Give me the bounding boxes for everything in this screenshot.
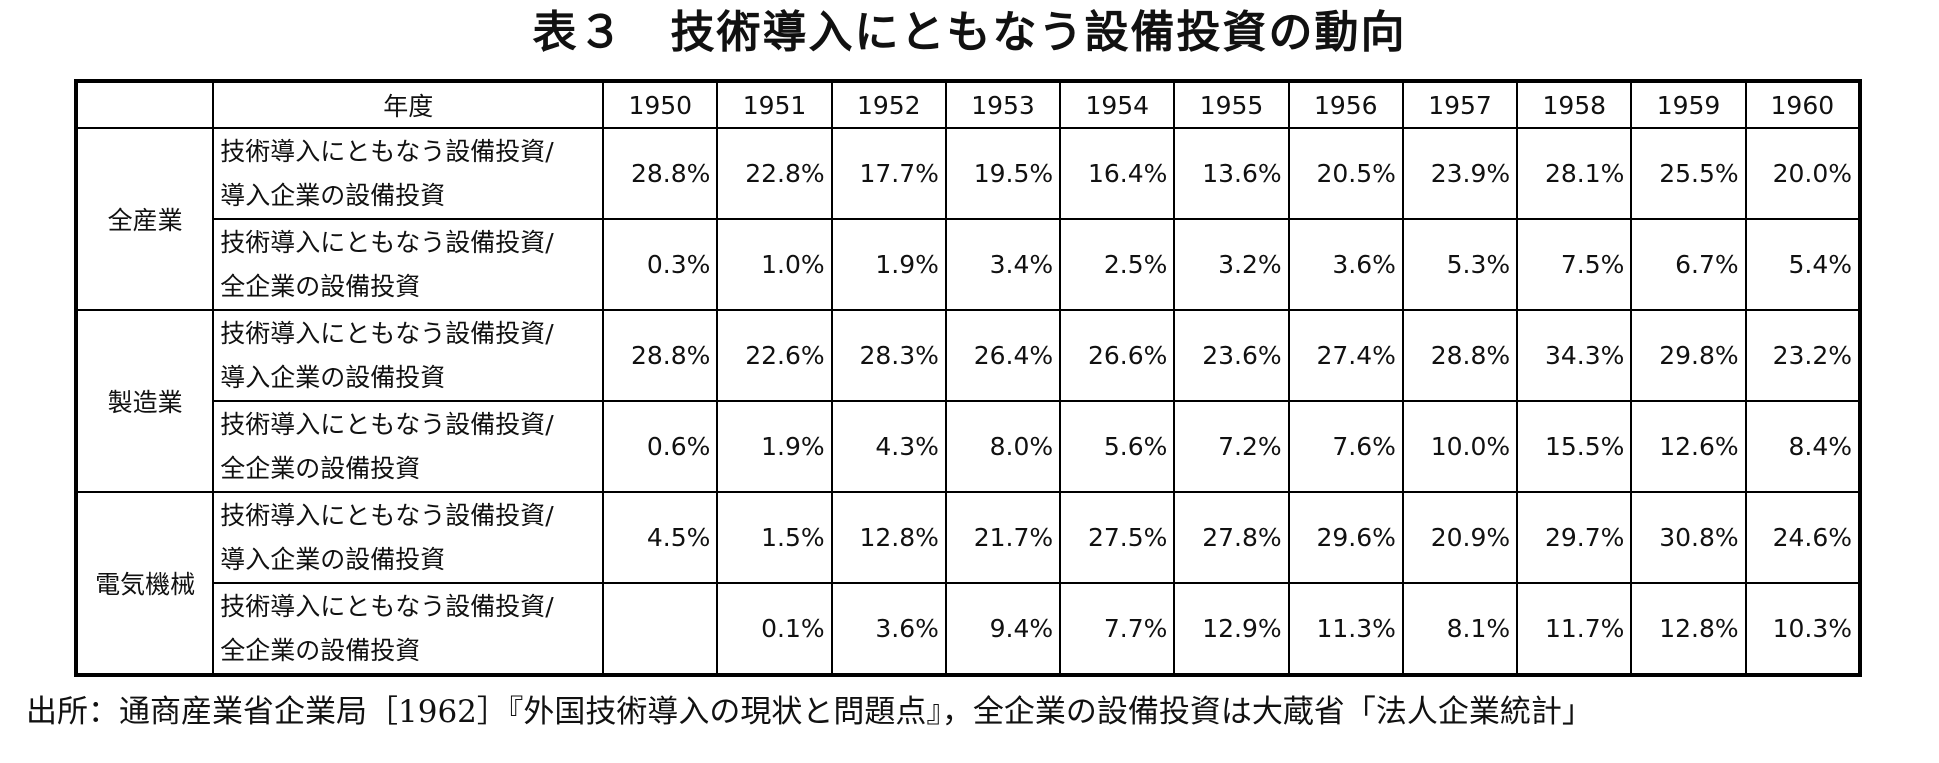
value-cell: 11.3% [1287,582,1404,676]
table-row: 電気機械 技術導入にともなう設備投資/ 導入企業の設備投資 4.5% 1.5% … [74,491,1862,676]
value-cell: 5.3% [1401,218,1519,311]
value-cell: 29.6% [1287,491,1404,584]
value-cell: 3.2% [1173,218,1290,311]
value-cell: 3.6% [830,582,947,676]
value-cell: 10.0% [1401,400,1519,493]
value-cell: 23.9% [1401,127,1519,220]
value-cell: 1.5% [716,491,833,584]
value-cell: 28.8% [1401,309,1519,402]
value-cell: 16.4% [1059,127,1176,220]
row-description: 技術導入にともなう設備投資/ 導入企業の設備投資 [212,491,605,584]
value-cell: 30.8% [1630,491,1747,584]
year-header: 1958 [1516,80,1633,129]
value-cell: 7.2% [1173,400,1290,493]
table-row: 技術導入にともなう設備投資/ 全企業の設備投資 0.3% 1.0% 1.9% 3… [76,218,1862,311]
value-cell: 12.8% [830,491,947,584]
year-header-label: 年度 [212,80,605,129]
value-cell: 29.8% [1630,309,1747,402]
header-row: 年度 1950 1951 1952 1953 1954 1955 1956 19… [74,80,1862,129]
value-cell: 19.5% [944,127,1062,220]
value-cell: 28.3% [830,309,947,402]
value-cell: 3.6% [1287,218,1404,311]
value-cell: 20.9% [1401,491,1519,584]
value-cell: 23.6% [1173,309,1290,402]
year-header: 1955 [1173,80,1290,129]
value-cell: 22.6% [716,309,833,402]
value-cell: 25.5% [1630,127,1747,220]
value-cell: 4.3% [830,400,947,493]
value-cell: 1.9% [716,400,833,493]
table-row: 技術導入にともなう設備投資/ 全企業の設備投資 0.6% 1.9% 4.3% 8… [76,400,1862,493]
value-cell: 26.4% [944,309,1062,402]
table-row: 技術導入にともなう設備投資/ 全企業の設備投資 0.1% 3.6% 9.4% 7… [76,582,1862,676]
value-cell: 24.6% [1744,491,1862,584]
year-header: 1954 [1059,80,1176,129]
value-cell: 20.5% [1287,127,1404,220]
value-cell: 12.9% [1173,582,1290,676]
value-cell: 27.8% [1173,491,1290,584]
value-cell: 12.6% [1630,400,1747,493]
value-cell: 8.0% [944,400,1062,493]
row-description: 技術導入にともなう設備投資/ 全企業の設備投資 [212,218,605,311]
row-description: 技術導入にともなう設備投資/ 全企業の設備投資 [212,582,605,676]
data-table: 年度 1950 1951 1952 1953 1954 1955 1956 19… [74,79,1862,677]
value-cell: 10.3% [1744,582,1862,676]
value-cell: 12.8% [1630,582,1747,676]
value-cell: 7.5% [1516,218,1633,311]
value-cell: 13.6% [1173,127,1290,220]
value-cell: 1.9% [830,218,947,311]
value-cell [602,582,719,676]
value-cell: 6.7% [1630,218,1747,311]
value-cell: 22.8% [716,127,833,220]
value-cell: 17.7% [830,127,947,220]
group-label: 製造業 [74,309,215,493]
value-cell: 1.0% [716,218,833,311]
value-cell: 9.4% [944,582,1062,676]
row-description: 技術導入にともなう設備投資/ 導入企業の設備投資 [212,127,605,220]
year-header: 1951 [716,80,833,129]
row-description: 技術導入にともなう設備投資/ 導入企業の設備投資 [212,309,605,402]
value-cell: 0.1% [716,582,833,676]
year-header: 1956 [1287,80,1404,129]
table-row: 全産業 技術導入にともなう設備投資/ 導入企業の設備投資 28.8% 22.8%… [74,127,1862,311]
value-cell: 8.1% [1401,582,1519,676]
value-cell: 8.4% [1744,400,1862,493]
value-cell: 5.4% [1744,218,1862,311]
source-note: 出所：通商産業省企業局［1962］『外国技術導入の現状と問題点』，全企業の設備投… [26,694,1593,730]
row-description: 技術導入にともなう設備投資/ 全企業の設備投資 [212,400,605,493]
value-cell: 11.7% [1516,582,1633,676]
value-cell: 7.6% [1287,400,1404,493]
value-cell: 20.0% [1744,127,1862,220]
value-cell: 0.6% [602,400,719,493]
value-cell: 21.7% [944,491,1062,584]
value-cell: 0.3% [602,218,719,311]
value-cell: 4.5% [602,491,719,584]
year-header: 1953 [944,80,1062,129]
year-header: 1959 [1630,80,1747,129]
value-cell: 29.7% [1516,491,1633,584]
year-header: 1960 [1744,80,1862,129]
value-cell: 3.4% [944,218,1062,311]
group-label: 電気機械 [74,491,215,676]
value-cell: 34.3% [1516,309,1633,402]
table-title: 表３ 技術導入にともなう設備投資の動向 [532,7,1407,58]
group-label: 全産業 [74,127,215,311]
value-cell: 28.1% [1516,127,1633,220]
value-cell: 27.4% [1287,309,1404,402]
value-cell: 15.5% [1516,400,1633,493]
value-cell: 23.2% [1744,309,1862,402]
value-cell: 28.8% [602,309,719,402]
table-row: 製造業 技術導入にともなう設備投資/ 導入企業の設備投資 28.8% 22.6%… [74,309,1862,493]
value-cell: 2.5% [1059,218,1176,311]
value-cell: 5.6% [1059,400,1176,493]
corner-cell [74,80,215,129]
year-header: 1950 [602,80,719,129]
year-header: 1957 [1401,80,1519,129]
value-cell: 26.6% [1059,309,1176,402]
value-cell: 27.5% [1059,491,1176,584]
year-header: 1952 [830,80,947,129]
value-cell: 7.7% [1059,582,1176,676]
value-cell: 28.8% [602,127,719,220]
